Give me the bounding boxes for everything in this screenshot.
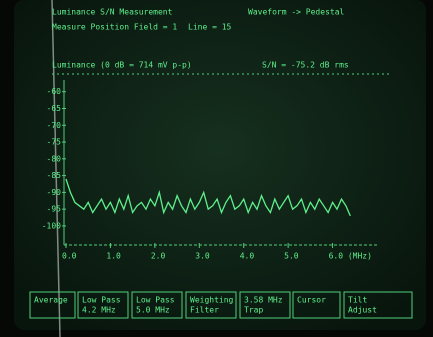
y-tick-label: -100	[42, 221, 61, 230]
crt	[14, 0, 426, 330]
y-tick-label: -60	[47, 87, 62, 96]
x-tick-label: 0.0	[62, 252, 77, 261]
y-tick-label: -90	[47, 188, 62, 197]
softkey	[185, 291, 237, 319]
result: S/N = -75.2 dB rms	[262, 61, 349, 70]
softkey	[77, 291, 129, 319]
reflection	[51, 0, 61, 337]
x-tick-label: 5.0	[284, 252, 299, 261]
softkey	[343, 291, 413, 319]
x-tick-label: 6.0 (MHz)	[329, 252, 372, 261]
position: Measure Position Field = 1	[52, 23, 177, 32]
y-tick-label: -85	[47, 171, 62, 180]
softkey-label: Tilt	[348, 296, 367, 305]
softkey-label: Low Pass	[82, 296, 121, 305]
y-tick-label: -95	[47, 205, 62, 214]
softkey-label: Filter	[190, 306, 219, 315]
softkey	[29, 291, 76, 319]
x-tick-label: 4.0	[240, 252, 255, 261]
x-tick-label: 1.0	[106, 252, 121, 261]
softkey-label: Average	[34, 296, 68, 305]
x-tick-label: 2.0	[151, 252, 166, 261]
softkey-label: Cursor	[297, 296, 326, 305]
y-tick-label: -80	[47, 154, 62, 163]
softkey-label: Trap	[244, 306, 263, 315]
softkey-label: Adjust	[348, 306, 377, 315]
softkey-label: Low Pass	[136, 296, 175, 305]
softkey	[292, 291, 341, 319]
y-tick-label: -70	[47, 121, 62, 130]
title: Luminance S/N Measurement	[52, 8, 173, 17]
softkey-label: 5.0 MHz	[136, 306, 170, 315]
y-tick-label: -75	[47, 138, 62, 147]
softkey	[239, 291, 291, 319]
softkey-label: Weighting	[190, 296, 234, 305]
line: Line = 15	[188, 23, 232, 32]
mode: Waveform -> Pedestal	[248, 8, 345, 17]
y-tick-label: -65	[47, 104, 62, 113]
softkey	[131, 291, 183, 319]
noise-trace	[65, 178, 351, 217]
reference: Luminance (0 dB = 714 mV p-p)	[52, 61, 192, 70]
x-tick-label: 3.0	[195, 252, 210, 261]
softkey-label: 4.2 MHz	[82, 306, 116, 315]
softkey-label: 3.58 MHz	[244, 296, 283, 305]
